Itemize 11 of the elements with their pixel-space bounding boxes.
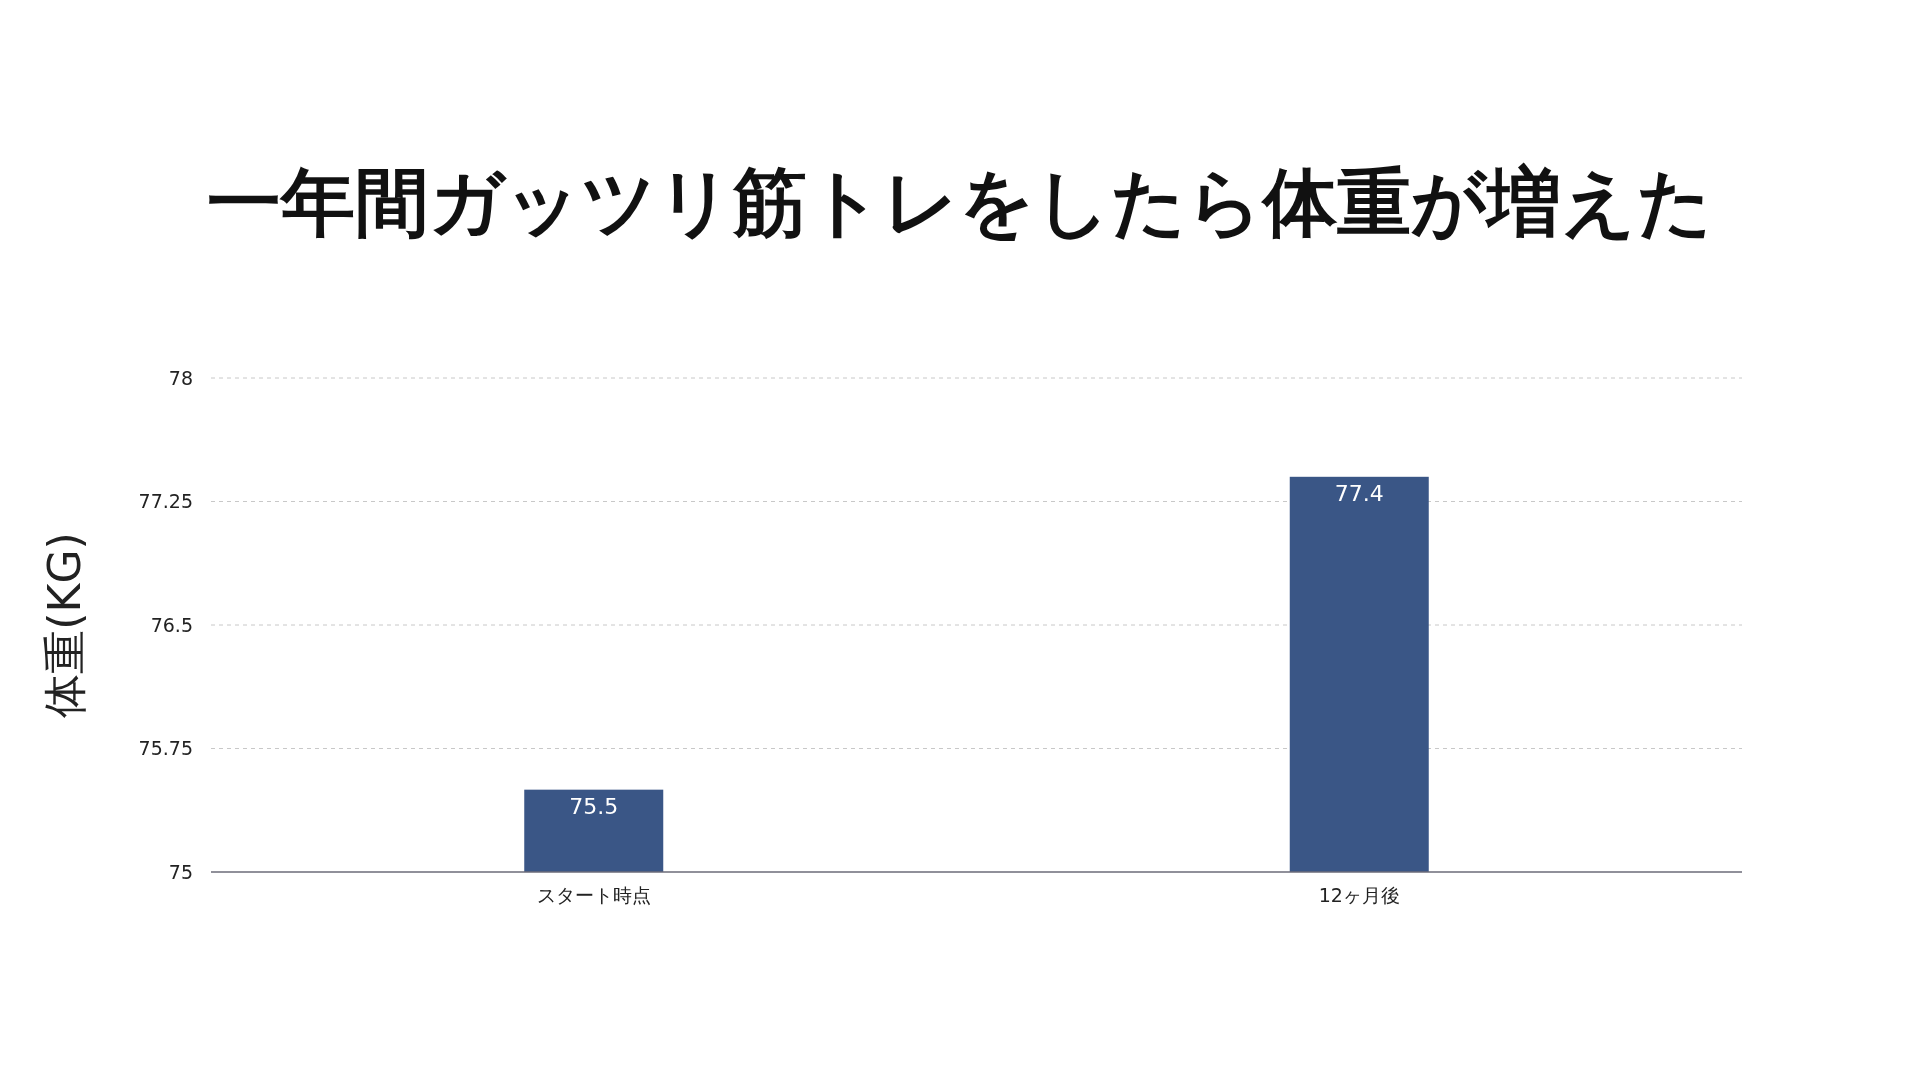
x-tick-label: 12ヶ月後 (1318, 884, 1400, 906)
y-axis-title: 体重(KG) (39, 532, 90, 718)
y-tick-label: 76.5 (150, 613, 193, 636)
x-tick-label: スタート時点 (536, 884, 651, 906)
data-label: 75.5 (569, 793, 619, 819)
data-label: 77.4 (1334, 480, 1384, 506)
y-tick-label: 77.25 (138, 490, 193, 513)
chart-title: 一年間ガッツリ筋トレをしたら体重が増えた (207, 159, 1713, 245)
y-tick-label: 78 (168, 366, 193, 389)
y-tick-label: 75.75 (138, 737, 193, 760)
y-tick-label: 75 (168, 860, 193, 883)
